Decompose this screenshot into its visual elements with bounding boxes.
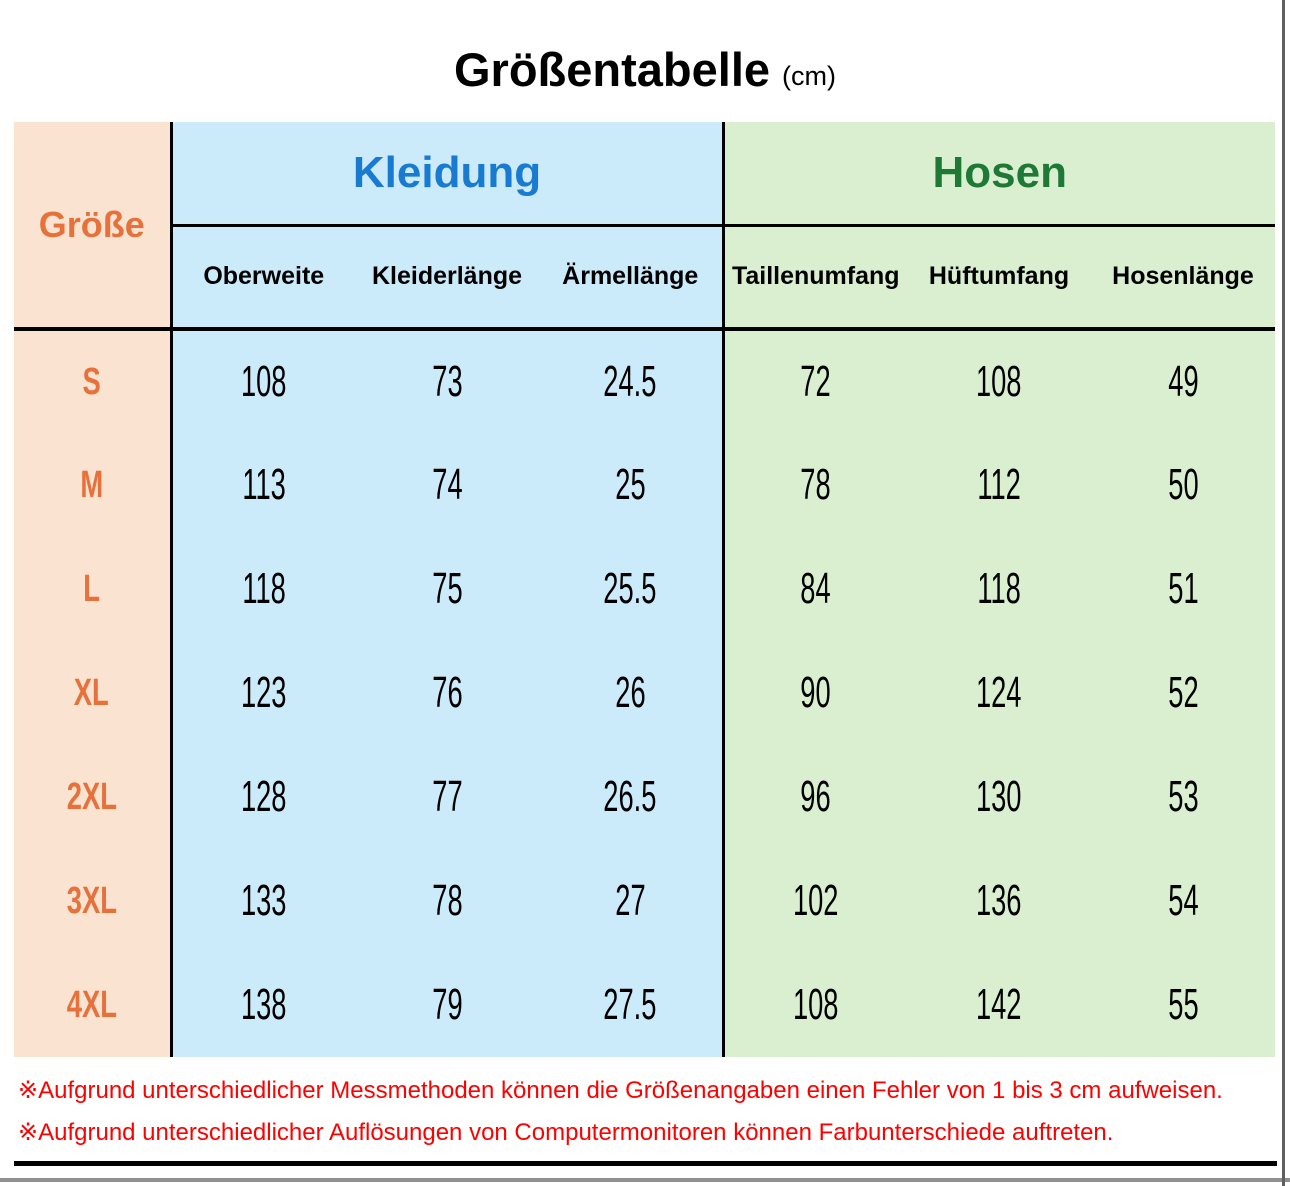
table-row: M 113 74 25 78 112 50 [14, 433, 1275, 537]
right-edge-line [1282, 0, 1285, 1186]
page-title: Größentabelle (cm) [0, 34, 1290, 104]
footnote-measurement: ※Aufgrund unterschiedlicher Messmethoden… [18, 1077, 1223, 1104]
value-cell: 24.5 [539, 329, 723, 433]
value-cell: 123 [169, 641, 355, 745]
value-cell: 25.5 [539, 537, 723, 641]
value-cell: 26 [539, 641, 723, 745]
value-cell: 52 [1091, 641, 1275, 745]
value-cell: 108 [169, 329, 355, 433]
size-chart-table: Größe Kleidung Hosen Oberweite Kleiderlä… [14, 122, 1275, 1057]
value-cell: 75 [355, 537, 539, 641]
column-header-hueftumfang: Hüftumfang [907, 225, 1091, 331]
value-cell: 108 [907, 329, 1091, 433]
value-cell: 27 [539, 849, 723, 953]
value-cell: 133 [169, 849, 355, 953]
value-cell: 77 [355, 745, 539, 849]
value-cell: 84 [721, 537, 907, 641]
size-label-cell: 3XL [14, 849, 171, 953]
column-header-taillenumfang: Taillenumfang [721, 225, 907, 331]
value-cell: 113 [169, 433, 355, 537]
footnotes: ※Aufgrund unterschiedlicher Messmethoden… [18, 1070, 1258, 1154]
size-table-body: S 108 73 24.5 72 108 49 M 113 74 25 78 112 50 L 118 75 25… [14, 329, 1275, 1057]
value-cell: 136 [907, 849, 1091, 953]
size-label-cell: M [14, 433, 171, 537]
column-header-hosenlaenge: Hosenlänge [1091, 225, 1275, 331]
size-label-cell: XL [14, 641, 171, 745]
size-label-cell: S [14, 329, 171, 433]
column-header-kleiderlaenge: Kleiderlänge [355, 225, 539, 331]
size-column-header: Größe [14, 122, 171, 331]
value-cell: 78 [721, 433, 907, 537]
value-cell: 128 [169, 745, 355, 849]
value-cell: 124 [907, 641, 1091, 745]
footnote-color: ※Aufgrund unterschiedlicher Auflösungen … [18, 1119, 1114, 1146]
table-row: 2XL 128 77 26.5 96 130 53 [14, 745, 1275, 849]
value-cell: 90 [721, 641, 907, 745]
value-cell: 102 [721, 849, 907, 953]
value-cell: 79 [355, 953, 539, 1057]
table-row: L 118 75 25.5 84 118 51 [14, 537, 1275, 641]
value-cell: 112 [907, 433, 1091, 537]
value-cell: 50 [1091, 433, 1275, 537]
column-header-aermellaenge: Ärmellänge [539, 225, 723, 331]
column-header-oberweite: Oberweite [169, 225, 355, 331]
value-cell: 74 [355, 433, 539, 537]
value-cell: 49 [1091, 329, 1275, 433]
value-cell: 118 [907, 537, 1091, 641]
table-row: 3XL 133 78 27 102 136 54 [14, 849, 1275, 953]
bottom-gray-line [0, 1178, 1290, 1182]
page-title-unit: (cm) [782, 60, 836, 91]
table-row: XL 123 76 26 90 124 52 [14, 641, 1275, 745]
value-cell: 118 [169, 537, 355, 641]
value-cell: 108 [721, 953, 907, 1057]
size-label-cell: 4XL [14, 953, 171, 1057]
column-header-row: Oberweite Kleiderlänge Ärmellänge Taille… [14, 225, 1275, 331]
value-cell: 78 [355, 849, 539, 953]
size-label-cell: 2XL [14, 745, 171, 849]
value-cell: 72 [721, 329, 907, 433]
value-cell: 53 [1091, 745, 1275, 849]
size-label-cell: L [14, 537, 171, 641]
value-cell: 130 [907, 745, 1091, 849]
page-title-text: Größentabelle [454, 42, 771, 96]
value-cell: 55 [1091, 953, 1275, 1057]
value-cell: 76 [355, 641, 539, 745]
group-header-kleidung: Kleidung [169, 122, 723, 227]
table-row: 4XL 138 79 27.5 108 142 55 [14, 953, 1275, 1057]
table-row: S 108 73 24.5 72 108 49 [14, 329, 1275, 433]
value-cell: 73 [355, 329, 539, 433]
value-cell: 51 [1091, 537, 1275, 641]
value-cell: 138 [169, 953, 355, 1057]
value-cell: 54 [1091, 849, 1275, 953]
value-cell: 142 [907, 953, 1091, 1057]
group-header-row: Größe Kleidung Hosen [14, 122, 1275, 331]
value-cell: 96 [721, 745, 907, 849]
bottom-divider-line [14, 1161, 1277, 1166]
value-cell: 26.5 [539, 745, 723, 849]
value-cell: 27.5 [539, 953, 723, 1057]
value-cell: 25 [539, 433, 723, 537]
group-header-hosen: Hosen [721, 122, 1275, 227]
